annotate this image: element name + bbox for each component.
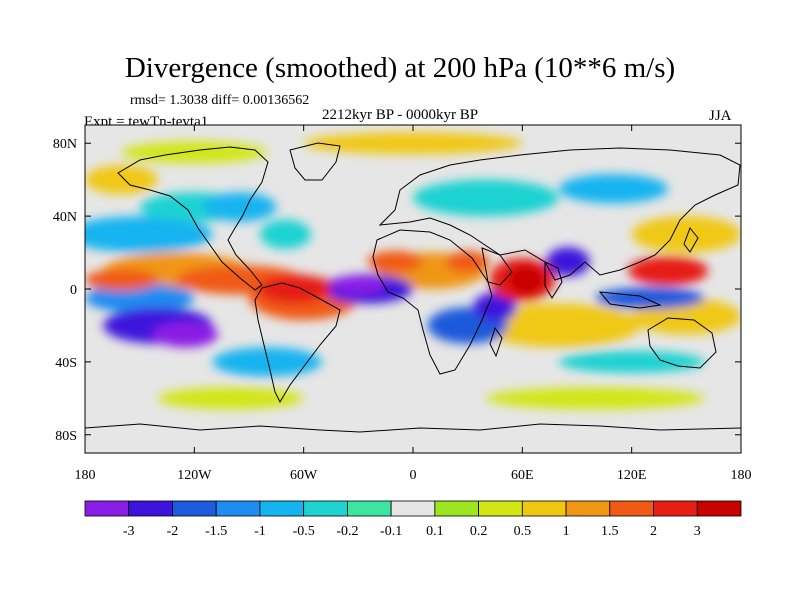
colorbar-swatch: [478, 500, 523, 517]
field-anomaly: [85, 165, 158, 195]
x-tick-label: 180: [75, 468, 96, 483]
x-tick-label: 120E: [617, 468, 647, 483]
x-tick-label: 180: [731, 468, 752, 483]
field-anomaly: [628, 256, 709, 286]
field-anomaly: [413, 179, 559, 217]
y-tick-label: 80N: [53, 137, 77, 152]
colorbar-swatch: [696, 500, 742, 517]
field-anomaly: [259, 219, 311, 249]
colorbar: -3 -2 -1.5 -1 -0.5 -0.2 -0.1 0.1 0.2 0.5 1 1.5 2 3: [84, 500, 742, 539]
colorbar-swatch: [565, 500, 611, 517]
field-anomaly: [303, 132, 523, 155]
colorbar-swatch: [84, 500, 130, 517]
colorbar-label: 3: [694, 524, 701, 539]
field-anomaly: [476, 303, 641, 348]
colorbar-swatch: [390, 500, 436, 517]
field-anomaly: [212, 347, 322, 377]
colorbar-label: -1: [254, 524, 266, 539]
colorbar-swatch: [521, 500, 567, 517]
field-anomaly: [507, 265, 545, 295]
field-anomaly: [85, 268, 158, 291]
colorbar-label: 1: [563, 524, 570, 539]
field-anomaly: [631, 216, 741, 253]
colorbar-label: -2: [167, 524, 179, 539]
rmsd-diff-stats: rmsd= 1.3038 diff= 0.00136562: [130, 93, 310, 108]
colorbar-swatch: [609, 500, 654, 517]
plot-area: 180 120W 60W 0 60E 120E 180 80N 40N 0 40S 80S: [53, 124, 752, 483]
colorbar-label: -3: [123, 524, 135, 539]
colorbar-swatch: [259, 500, 305, 517]
field-anomaly: [485, 387, 705, 410]
x-tick-label: 60W: [290, 468, 318, 483]
colorbar-label: -0.2: [336, 524, 358, 539]
x-tick-label: 120W: [177, 468, 212, 483]
colorbar-label: 0.2: [470, 524, 488, 539]
field-anomaly: [558, 350, 705, 373]
x-tick-label: 60E: [511, 468, 534, 483]
field-anomaly: [367, 250, 423, 273]
colorbar-swatch: [303, 500, 348, 517]
field-anomaly: [157, 387, 304, 410]
chart-title: Divergence (smoothed) at 200 hPa (10**6 …: [124, 52, 676, 84]
coastlines: [85, 142, 741, 433]
field-anomaly: [203, 192, 277, 222]
field-anomaly: [85, 216, 213, 253]
colorbar-label: 1.5: [601, 524, 619, 539]
colorbar-swatch: [346, 500, 392, 517]
colorbar-label: -0.1: [380, 524, 402, 539]
colorbar-label: 0.5: [514, 524, 532, 539]
field-anomaly: [558, 174, 669, 204]
colorbar-label: -0.5: [293, 524, 315, 539]
y-tick-label: 80S: [55, 429, 77, 444]
colorbar-swatch: [215, 500, 261, 517]
colorbar-label: 0.1: [426, 524, 444, 539]
colorbar-swatch: [434, 500, 480, 517]
x-tick-label: 0: [410, 468, 417, 483]
field-anomaly: [152, 321, 219, 348]
contour-field: [85, 132, 741, 433]
field-anomaly: [85, 283, 195, 313]
field-anomaly: [121, 141, 268, 164]
colorbar-label: -1.5: [205, 524, 227, 539]
colorbar-label: 2: [650, 524, 657, 539]
field-anomaly: [595, 287, 705, 310]
axes: 180 120W 60W 0 60E 120E 180 80N 40N 0 40S 80S: [53, 125, 752, 483]
y-tick-label: 0: [70, 283, 77, 298]
y-tick-label: 40S: [55, 356, 77, 371]
colorbar-swatch: [653, 500, 698, 517]
time-period-label: 2212kyr BP - 0000kyr BP: [322, 107, 479, 123]
colorbar-swatch: [172, 500, 217, 517]
field-anomaly: [546, 247, 590, 277]
field-anomaly: [331, 276, 386, 295]
season-label: JJA: [709, 108, 732, 124]
colorbar-swatch: [128, 500, 173, 517]
y-tick-label: 40N: [53, 210, 77, 225]
field-anomaly: [258, 274, 331, 304]
